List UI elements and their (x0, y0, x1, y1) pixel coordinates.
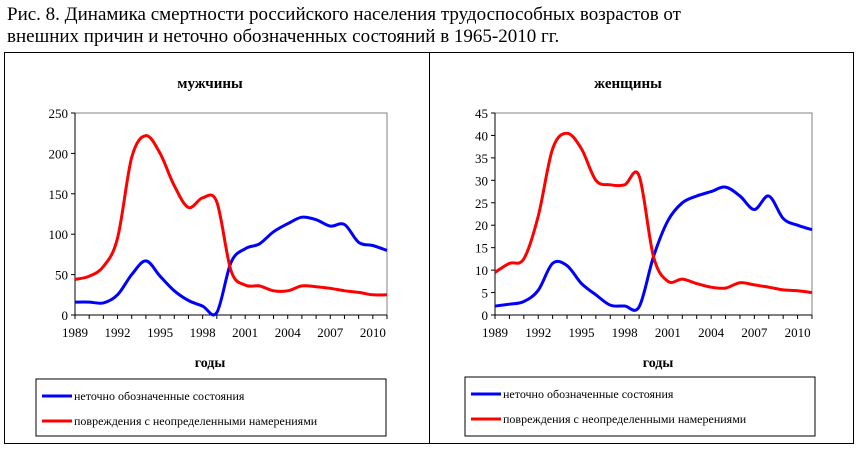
chart-title: женщины (594, 76, 662, 92)
y-tick-label: 200 (49, 146, 69, 161)
x-tick-label: 1995 (568, 325, 594, 340)
y-tick-label: 45 (475, 106, 488, 121)
figure-title-line-2: внешних причин и неточно обозначенных со… (7, 26, 560, 47)
x-tick-label: 2010 (360, 325, 386, 340)
x-tick-label: 2001 (232, 325, 258, 340)
legend-label: неточно обозначенные состояния (74, 389, 245, 403)
figure-title: Рис. 8. Динамика смертности российского … (7, 4, 853, 48)
x-tick-label: 1989 (62, 325, 88, 340)
chart-men: мужчины 0 50 100 150 200 250 1989 1992 1995 1998 20… (35, 76, 388, 437)
legend-label: неточно обозначенные состояния (503, 387, 674, 401)
y-tick-label: 40 (475, 128, 488, 143)
legend-box (464, 376, 816, 437)
x-tick-label: 1989 (482, 325, 508, 340)
series-line-ill-defined (494, 185, 813, 312)
y-tick-label: 5 (482, 286, 489, 301)
y-tick-label: 0 (62, 308, 69, 323)
x-tick-label: 1992 (105, 325, 131, 340)
legend-label: повреждения с неопределенными намерениям… (74, 414, 318, 428)
x-axis-label: годы (195, 356, 226, 371)
legend-box (35, 378, 387, 437)
x-tick-label: 2004 (698, 325, 725, 340)
x-tick-label: 2004 (275, 325, 302, 340)
y-tick-label: 150 (49, 187, 69, 202)
x-axis-label: годы (643, 356, 674, 371)
x-tick-label: 2007 (317, 325, 344, 340)
x-tick-label: 1995 (147, 325, 173, 340)
y-tick-label: 30 (475, 173, 488, 188)
y-tick-label: 10 (475, 263, 488, 278)
series-line-undetermined-injury (494, 131, 813, 295)
y-tick-label: 250 (49, 106, 69, 121)
y-tick-label: 20 (475, 218, 488, 233)
chart-women: женщины 0 5 10 15 20 25 30 35 40 45 1989 1992 1995 199… (464, 76, 816, 437)
y-tick-label: 50 (55, 268, 68, 283)
figure-title-line-1: Рис. 8. Динамика смертности российского … (7, 4, 681, 25)
x-tick-label: 1992 (525, 325, 551, 340)
x-tick-label: 1998 (190, 325, 216, 340)
x-tick-label: 2001 (655, 325, 681, 340)
y-tick-label: 0 (482, 308, 489, 323)
y-tick-label: 100 (49, 227, 69, 242)
x-tick-label: 2010 (785, 325, 811, 340)
y-tick-label: 15 (475, 241, 488, 256)
x-tick-label: 1998 (612, 325, 638, 340)
x-tick-label: 2007 (741, 325, 768, 340)
y-tick-label: 25 (475, 196, 488, 211)
series-line-ill-defined (74, 215, 388, 317)
y-tick-label: 35 (475, 151, 488, 166)
legend-label: повреждения с неопределенными намерениям… (503, 412, 747, 426)
chart-title: мужчины (177, 76, 243, 92)
panel-divider (429, 52, 430, 444)
series-line-undetermined-injury (74, 134, 388, 297)
